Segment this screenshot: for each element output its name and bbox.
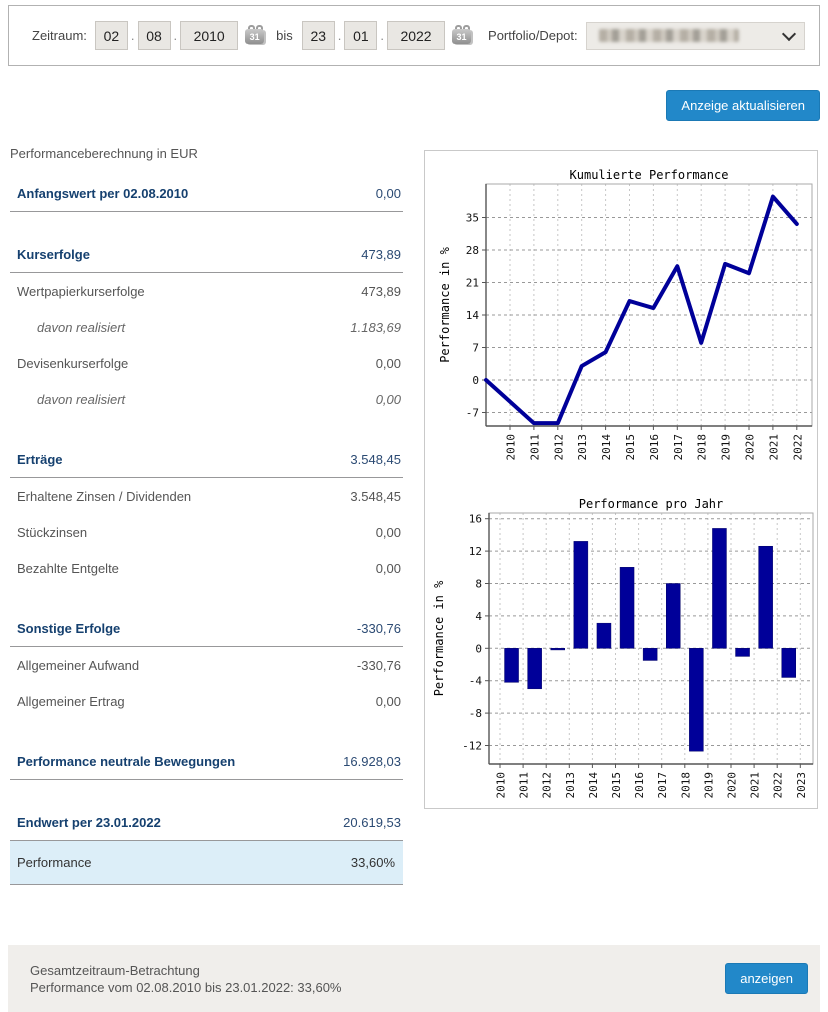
svg-text:2019: 2019 xyxy=(720,434,733,461)
charts-panel: 35 28 21 14 7 0 -7 2010 2011 2012 2013 2014 2015 2016… xyxy=(424,150,818,809)
calendar-body xyxy=(452,29,472,44)
date-range-toolbar: Zeitraum: . . 31 bis . . 31 Portfolio/De… xyxy=(8,5,820,66)
svg-text:21: 21 xyxy=(466,276,479,289)
svg-text:2010: 2010 xyxy=(495,772,508,799)
table-row: Allgemeiner Aufwand -330,76 xyxy=(17,658,401,673)
table-row: Wertpapierkurserfolge 473,89 xyxy=(17,284,401,299)
svg-text:7: 7 xyxy=(472,341,479,354)
portfolio-label: Portfolio/Depot: xyxy=(488,28,578,43)
from-day-input[interactable] xyxy=(94,21,128,50)
table-header-row: Sonstige Erfolge -330,76 xyxy=(10,610,403,647)
svg-text:2010: 2010 xyxy=(505,434,518,461)
table-header-row: Performance neutrale Bewegungen 16.928,03 xyxy=(10,743,403,780)
svg-text:2023: 2023 xyxy=(795,772,808,799)
calendar-icon[interactable]: 31 xyxy=(245,25,267,46)
table-header-row: Kurserfolge 473,89 xyxy=(10,236,403,273)
svg-text:16: 16 xyxy=(469,513,482,526)
to-year-input[interactable] xyxy=(387,21,446,50)
calendar-icon[interactable]: 31 xyxy=(452,25,474,46)
svg-text:12: 12 xyxy=(469,545,482,558)
svg-text:0: 0 xyxy=(475,642,482,655)
date-separator: . xyxy=(130,28,135,43)
from-month-input[interactable] xyxy=(137,21,171,50)
svg-text:2013: 2013 xyxy=(576,434,589,461)
bis-label: bis xyxy=(276,28,293,43)
annual-performance-chart: 16 12 8 4 0 -4 -8 -12 2010 2011 2012 2013 2014 2015 20… xyxy=(432,497,814,799)
svg-text:2020: 2020 xyxy=(726,772,739,799)
svg-text:2016: 2016 xyxy=(648,434,661,461)
table-row: Erhaltene Zinsen / Dividenden 3.548,45 xyxy=(17,489,401,504)
svg-text:14: 14 xyxy=(466,309,480,322)
svg-text:Performance in %: Performance in % xyxy=(438,246,452,362)
svg-text:2018: 2018 xyxy=(679,772,692,799)
svg-text:35: 35 xyxy=(466,211,479,224)
table-title: Performanceberechnung in EUR xyxy=(10,146,198,161)
svg-text:2022: 2022 xyxy=(791,434,804,461)
svg-text:2017: 2017 xyxy=(672,434,685,461)
footer-bar: Gesamtzeitraum-Betrachtung Performance v… xyxy=(8,945,820,1012)
date-separator: . xyxy=(173,28,178,43)
svg-text:-7: -7 xyxy=(466,407,479,420)
calendar-body xyxy=(245,29,265,44)
from-year-input[interactable] xyxy=(180,21,239,50)
table-row: Stückzinsen 0,00 xyxy=(17,525,401,540)
table-header-row: Erträge 3.548,45 xyxy=(10,441,403,478)
table-header-row: Anfangswert per 02.08.2010 0,00 xyxy=(10,175,403,212)
footer-line2: Performance vom 02.08.2010 bis 23.01.202… xyxy=(30,979,342,995)
svg-text:Performance in %: Performance in % xyxy=(432,580,446,696)
table-row: Bezahlte Entgelte 0,00 xyxy=(17,561,401,576)
svg-text:2013: 2013 xyxy=(564,772,577,799)
svg-text:2014: 2014 xyxy=(600,434,613,461)
svg-text:2019: 2019 xyxy=(702,772,715,799)
footer-text: Gesamtzeitraum-Betrachtung Performance v… xyxy=(30,962,725,996)
svg-text:2021: 2021 xyxy=(749,772,762,799)
zeitraum-label: Zeitraum: xyxy=(32,28,87,43)
svg-text:2017: 2017 xyxy=(656,772,669,799)
svg-text:4: 4 xyxy=(475,610,482,623)
svg-text:0: 0 xyxy=(472,374,479,387)
chevron-down-icon xyxy=(781,26,797,41)
svg-text:8: 8 xyxy=(475,578,482,591)
svg-text:-8: -8 xyxy=(469,707,482,720)
table-row: Devisenkurserfolge 0,00 xyxy=(17,356,401,371)
svg-text:2022: 2022 xyxy=(772,772,785,799)
table-subrow: davon realisiert 1.183,69 xyxy=(37,320,401,335)
svg-text:28: 28 xyxy=(466,244,479,257)
svg-text:2014: 2014 xyxy=(587,772,600,799)
performance-result-row: Performance 33,60% xyxy=(10,841,403,885)
calendar-day-number: 31 xyxy=(456,32,467,42)
footer-show-button[interactable]: anzeigen xyxy=(725,963,808,994)
svg-text:Performance pro Jahr: Performance pro Jahr xyxy=(579,497,724,511)
portfolio-select[interactable] xyxy=(585,21,805,50)
calendar-day-number: 31 xyxy=(249,32,260,42)
cumulative-performance-chart: 35 28 21 14 7 0 -7 2010 2011 2012 2013 2014 2015 2016… xyxy=(438,168,813,461)
footer-line1: Gesamtzeitraum-Betrachtung xyxy=(30,962,200,978)
svg-text:2021: 2021 xyxy=(767,434,780,461)
svg-text:2016: 2016 xyxy=(633,772,646,799)
to-month-input[interactable] xyxy=(344,21,378,50)
svg-text:2015: 2015 xyxy=(624,434,637,461)
svg-text:Kumulierte Performance: Kumulierte Performance xyxy=(570,168,729,182)
performance-table: Performanceberechnung in EUR Anfangswert… xyxy=(10,146,403,885)
svg-text:2012: 2012 xyxy=(552,434,565,461)
svg-text:2015: 2015 xyxy=(610,772,623,799)
portfolio-value-redacted xyxy=(598,29,739,42)
svg-text:2018: 2018 xyxy=(696,434,709,461)
svg-text:-4: -4 xyxy=(469,675,483,688)
svg-text:2011: 2011 xyxy=(518,772,531,799)
svg-text:2020: 2020 xyxy=(744,434,757,461)
svg-text:-12: -12 xyxy=(462,740,482,753)
table-row: Allgemeiner Ertrag 0,00 xyxy=(17,694,401,709)
table-subrow: davon realisiert 0,00 xyxy=(37,392,401,407)
update-button[interactable]: Anzeige aktualisieren xyxy=(666,90,820,121)
to-day-input[interactable] xyxy=(301,21,335,50)
date-separator: . xyxy=(380,28,385,43)
date-separator: . xyxy=(337,28,342,43)
table-header-row: Endwert per 23.01.2022 20.619,53 xyxy=(10,804,403,841)
svg-text:2012: 2012 xyxy=(541,772,554,799)
svg-text:2011: 2011 xyxy=(528,434,541,461)
